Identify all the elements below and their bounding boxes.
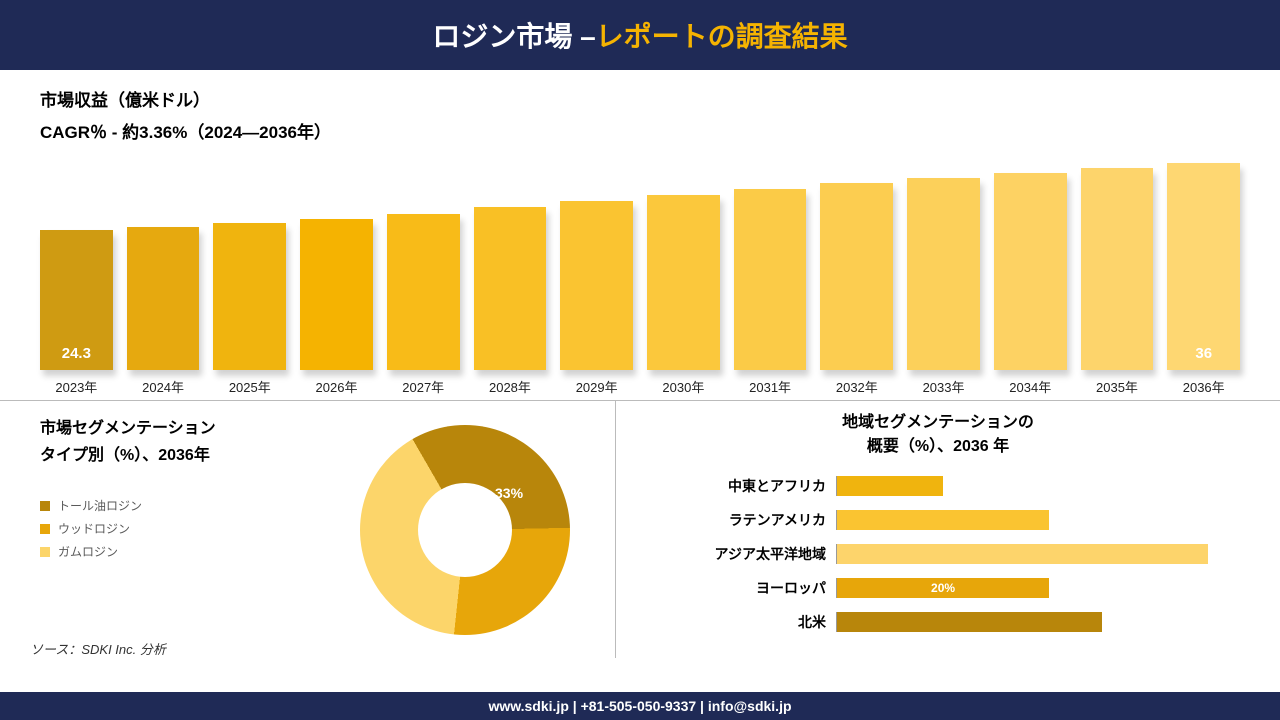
bar-x-label: 2026年 <box>300 377 373 396</box>
main-area: 市場収益（億米ドル） CAGR％ - 約3.36%（2024―2036年） 24… <box>0 70 1280 692</box>
region-bar-value: 20% <box>837 578 1049 598</box>
bar-x-label: 2035年 <box>1081 377 1154 396</box>
region-track: 20% <box>836 578 1240 598</box>
source-note: ソース：SDKI Inc. 分析 <box>30 639 166 658</box>
bar-chart-title-1: 市場収益（億米ドル） <box>40 85 1240 117</box>
region-track <box>836 612 1240 632</box>
legend-swatch <box>40 501 50 511</box>
bar: 36 <box>1167 163 1240 370</box>
region-bar <box>837 476 943 496</box>
legend-label: トール油ロジン <box>58 497 142 514</box>
header-banner: ロジン市場 – レポートの調査結果 <box>0 0 1280 70</box>
bar-x-label: 2024年 <box>127 377 200 396</box>
region-label: 中東とアフリカ <box>636 476 836 496</box>
region-label: 北米 <box>636 612 836 632</box>
bar <box>647 195 720 370</box>
header-title-part1: ロジン市場 – <box>432 15 595 55</box>
region-row: 中東とアフリカ <box>636 469 1240 503</box>
footer-text: www.sdki.jp | +81-505-050-9337 | info@sd… <box>488 698 791 714</box>
donut-panel: 市場セグメンテーション タイプ別（%）、2036年 トール油ロジンウッドロジンガ… <box>0 405 615 658</box>
donut-chart: 33% <box>360 425 570 635</box>
legend-swatch <box>40 547 50 557</box>
region-row: アジア太平洋地域 <box>636 537 1240 571</box>
bar <box>907 178 980 370</box>
bar-value-label: 36 <box>1167 345 1240 362</box>
bar <box>734 189 807 370</box>
bar-x-label: 2028年 <box>474 377 547 396</box>
region-track <box>836 544 1240 564</box>
bar-x-label: 2030年 <box>647 377 720 396</box>
region-track <box>836 476 1240 496</box>
region-title-l2: 概要（%）、2036 年 <box>636 435 1240 459</box>
bar <box>1081 168 1154 370</box>
bar-x-label: 2023年 <box>40 377 113 396</box>
region-bar <box>837 510 1049 530</box>
region-track <box>836 510 1240 530</box>
bar-x-label: 2036年 <box>1167 377 1240 396</box>
legend-swatch <box>40 524 50 534</box>
header-title-part2: レポートの調査結果 <box>596 15 848 55</box>
bar <box>474 207 547 370</box>
bar-x-label: 2029年 <box>560 377 633 396</box>
bar <box>300 219 373 370</box>
footer-banner: www.sdki.jp | +81-505-050-9337 | info@sd… <box>0 692 1280 720</box>
region-row: ヨーロッパ20% <box>636 571 1240 605</box>
region-title: 地域セグメンテーションの 概要（%）、2036 年 <box>636 411 1240 459</box>
donut-value-label: 33% <box>495 485 523 501</box>
region-label: アジア太平洋地域 <box>636 544 836 564</box>
bar-value-label: 24.3 <box>40 345 113 362</box>
divider-horizontal <box>0 400 1280 401</box>
legend-label: ウッドロジン <box>58 520 130 537</box>
bar <box>213 223 286 370</box>
bar <box>387 214 460 370</box>
bar <box>994 173 1067 370</box>
region-bar <box>837 612 1102 632</box>
bar-x-label: 2027年 <box>387 377 460 396</box>
bar <box>820 183 893 370</box>
bar <box>560 201 633 370</box>
bars-row: 24.3 36 <box>40 135 1240 370</box>
bar <box>127 227 200 370</box>
bar-x-labels: 2023年 2024年 2025年 2026年 2027年 2028年 2029年 2030年… <box>40 377 1240 396</box>
bar-x-label: 2034年 <box>994 377 1067 396</box>
bar-x-label: 2031年 <box>734 377 807 396</box>
region-label: ラテンアメリカ <box>636 510 836 530</box>
bar: 24.3 <box>40 230 113 370</box>
region-row: 北米 <box>636 605 1240 639</box>
region-row: ラテンアメリカ <box>636 503 1240 537</box>
bar-x-label: 2025年 <box>213 377 286 396</box>
region-bar: 20% <box>837 578 1049 598</box>
region-bars: 中東とアフリカラテンアメリカアジア太平洋地域ヨーロッパ20%北米 <box>636 469 1240 639</box>
bar-chart: 市場収益（億米ドル） CAGR％ - 約3.36%（2024―2036年） 24… <box>0 70 1280 400</box>
region-label: ヨーロッパ <box>636 578 836 598</box>
bar-x-label: 2033年 <box>907 377 980 396</box>
legend-label: ガムロジン <box>58 543 118 560</box>
region-panel: 地域セグメンテーションの 概要（%）、2036 年 中東とアフリカラテンアメリカ… <box>616 405 1280 658</box>
region-title-l1: 地域セグメンテーションの <box>636 411 1240 435</box>
bar-x-label: 2032年 <box>820 377 893 396</box>
region-bar <box>837 544 1208 564</box>
